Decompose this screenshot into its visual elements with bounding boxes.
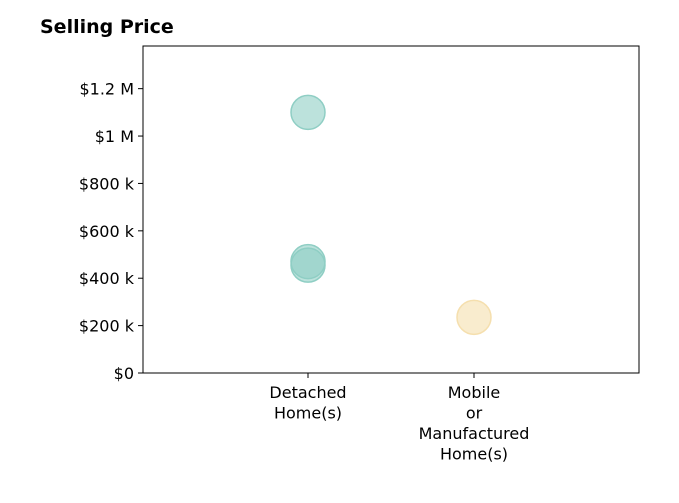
- y-axis: $0 $200 k $400 k $600 k $800 k $1 M $1.2 M: [79, 80, 143, 383]
- y-tick-label-4: $800 k: [79, 174, 135, 193]
- x-tick-label-0: Detached Home(s): [269, 383, 346, 423]
- data-point-3: [456, 299, 492, 336]
- data-point-2: [290, 247, 326, 283]
- data-point-0: [290, 94, 326, 131]
- points-layer: [290, 94, 492, 336]
- y-tick-label-3: $600 k: [79, 222, 135, 241]
- y-tick-label-5: $1 M: [95, 127, 134, 146]
- y-tick-label-1: $200 k: [79, 317, 135, 336]
- plot-frame: [142, 45, 640, 374]
- chart-title: Selling Price: [40, 16, 174, 38]
- y-tick-label-2: $400 k: [79, 269, 135, 288]
- x-axis: Detached Home(s) Mobile or Manufactured Home(…: [269, 373, 529, 464]
- x-tick-label-1: Mobile or Manufactured Home(s): [419, 383, 530, 464]
- y-tick-label-0: $0: [114, 364, 134, 383]
- y-tick-label-6: $1.2 M: [79, 80, 134, 99]
